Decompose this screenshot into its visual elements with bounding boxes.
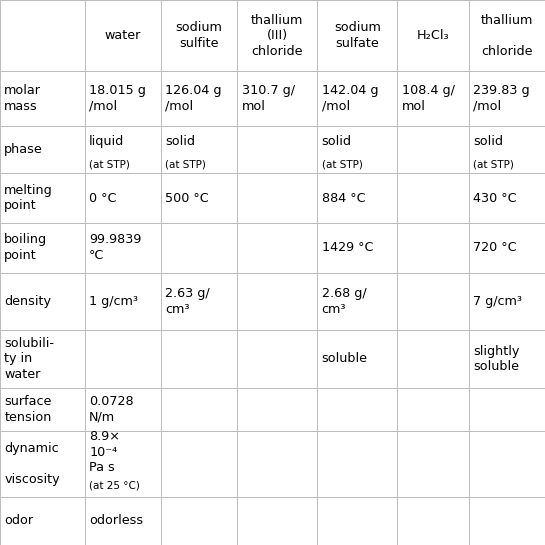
Text: solubili-
ty in
water: solubili- ty in water (4, 337, 54, 381)
Text: 0.0728
N/m: 0.0728 N/m (89, 395, 134, 423)
Text: thallium

chloride: thallium chloride (481, 14, 533, 58)
Text: density: density (4, 295, 51, 308)
Text: (at STP): (at STP) (322, 160, 362, 170)
Text: boiling
point: boiling point (4, 233, 47, 262)
Text: odor: odor (4, 514, 33, 527)
Text: 500 °C: 500 °C (166, 191, 209, 204)
Text: dynamic

viscosity: dynamic viscosity (4, 442, 60, 486)
Text: 99.9839
°C: 99.9839 °C (89, 233, 142, 262)
Text: 430 °C: 430 °C (473, 191, 517, 204)
Text: odorless: odorless (89, 514, 143, 527)
Text: 142.04 g
/mol: 142.04 g /mol (322, 84, 378, 113)
Text: 8.9×
10⁻⁴
Pa s: 8.9× 10⁻⁴ Pa s (89, 431, 120, 474)
Text: 126.04 g
/mol: 126.04 g /mol (166, 84, 222, 113)
Text: water: water (105, 29, 141, 42)
Text: sodium
sulfite: sodium sulfite (176, 21, 223, 50)
Text: 720 °C: 720 °C (473, 241, 517, 254)
Text: 0 °C: 0 °C (89, 191, 117, 204)
Text: soluble: soluble (322, 352, 368, 365)
Text: sodium
sulfate: sodium sulfate (334, 21, 381, 50)
Text: 1 g/cm³: 1 g/cm³ (89, 295, 138, 308)
Text: molar
mass: molar mass (4, 84, 41, 113)
Text: (at STP): (at STP) (473, 160, 514, 170)
Text: solid: solid (166, 135, 196, 148)
Text: slightly
soluble: slightly soluble (473, 344, 519, 373)
Text: solid: solid (473, 135, 503, 148)
Text: phase: phase (4, 143, 43, 156)
Text: thallium
(III)
chloride: thallium (III) chloride (251, 14, 304, 58)
Text: 7 g/cm³: 7 g/cm³ (473, 295, 522, 308)
Text: 884 °C: 884 °C (322, 191, 365, 204)
Text: (at STP): (at STP) (89, 160, 130, 170)
Text: liquid: liquid (89, 135, 124, 148)
Text: melting
point: melting point (4, 184, 53, 212)
Text: 108.4 g/
mol: 108.4 g/ mol (402, 84, 455, 113)
Text: 18.015 g
/mol: 18.015 g /mol (89, 84, 146, 113)
Text: 239.83 g
/mol: 239.83 g /mol (473, 84, 530, 113)
Text: surface
tension: surface tension (4, 395, 52, 423)
Text: 1429 °C: 1429 °C (322, 241, 373, 254)
Text: 2.68 g/
cm³: 2.68 g/ cm³ (322, 287, 366, 316)
Text: (at 25 °C): (at 25 °C) (89, 480, 140, 490)
Text: H₂Cl₃: H₂Cl₃ (417, 29, 449, 42)
Text: (at STP): (at STP) (166, 160, 207, 170)
Text: 310.7 g/
mol: 310.7 g/ mol (242, 84, 295, 113)
Text: solid: solid (322, 135, 352, 148)
Text: 2.63 g/
cm³: 2.63 g/ cm³ (166, 287, 210, 316)
